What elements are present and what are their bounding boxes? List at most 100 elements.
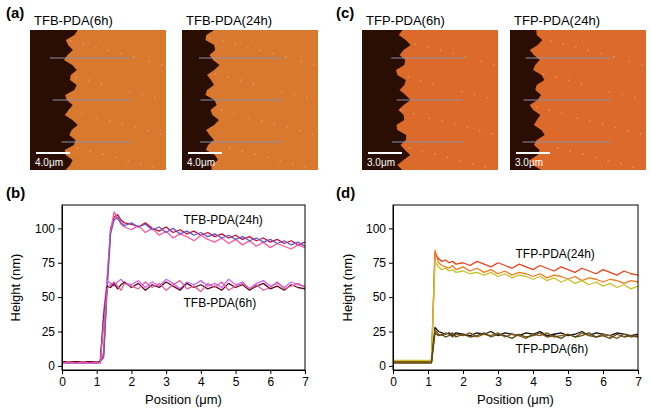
texture bbox=[407, 76, 409, 78]
profile-curve bbox=[393, 253, 638, 362]
y-tick: 0 bbox=[48, 359, 62, 373]
x-tick: 5 bbox=[233, 370, 240, 389]
texture bbox=[89, 150, 91, 152]
texture bbox=[227, 76, 229, 78]
texture bbox=[279, 160, 281, 162]
panel-letter: (a) bbox=[6, 4, 24, 21]
profile-line bbox=[53, 99, 131, 100]
image-title: TFP-PDA(6h) bbox=[366, 13, 445, 28]
profile-line bbox=[523, 141, 611, 142]
x-tick-mark bbox=[305, 370, 306, 374]
scale-bar bbox=[36, 152, 70, 154]
image-title: TFP-PDA(24h) bbox=[514, 13, 600, 28]
x-tick-label: 3 bbox=[495, 375, 502, 389]
x-tick-label: 5 bbox=[233, 375, 240, 389]
profile-curve bbox=[62, 212, 305, 362]
x-axis-line bbox=[63, 370, 306, 371]
y-tick-label: 100 bbox=[366, 222, 386, 236]
profile-curve bbox=[393, 250, 638, 361]
texture bbox=[75, 76, 77, 78]
texture bbox=[562, 43, 564, 45]
texture bbox=[620, 163, 622, 165]
y-tick-mark bbox=[58, 228, 62, 229]
texture bbox=[452, 53, 454, 55]
texture bbox=[272, 53, 274, 55]
y-tick: 50 bbox=[373, 290, 393, 304]
texture bbox=[253, 83, 255, 85]
y-tick: 25 bbox=[373, 325, 393, 339]
texture bbox=[600, 53, 602, 55]
profile-line bbox=[199, 57, 283, 58]
texture bbox=[493, 64, 495, 66]
y-axis: 0255075100 bbox=[35, 206, 63, 374]
y-axis: 0 25 50 75 100 bbox=[366, 206, 394, 374]
x-tick: 2 bbox=[129, 370, 136, 389]
texture bbox=[122, 123, 124, 125]
texture bbox=[148, 61, 150, 63]
y-tick-mark bbox=[389, 228, 393, 229]
y-tick: 100 bbox=[366, 222, 393, 236]
texture bbox=[536, 106, 538, 108]
afm-image bbox=[362, 30, 498, 170]
texture bbox=[247, 46, 249, 48]
y-tick: 75 bbox=[42, 256, 62, 270]
y-tick-mark bbox=[58, 297, 62, 298]
texture bbox=[576, 117, 578, 119]
x-tick-mark bbox=[270, 370, 271, 374]
y-tick-mark bbox=[58, 332, 62, 333]
profile-line bbox=[200, 141, 283, 142]
profile-curve bbox=[393, 333, 638, 363]
texture bbox=[427, 46, 429, 48]
texture bbox=[109, 120, 111, 122]
texture bbox=[409, 147, 411, 149]
y-tick-label: 0 bbox=[379, 359, 386, 373]
texture bbox=[88, 79, 90, 81]
texture bbox=[220, 109, 222, 111]
x-tick: 7 bbox=[302, 370, 309, 389]
y-tick-mark bbox=[58, 263, 62, 264]
texture bbox=[127, 160, 129, 162]
texture bbox=[569, 150, 571, 152]
afm-image bbox=[30, 30, 166, 170]
texture bbox=[433, 83, 435, 85]
texture bbox=[215, 73, 217, 75]
x-tick-label: 6 bbox=[600, 375, 607, 389]
x-tick-label: 1 bbox=[425, 375, 432, 389]
x-tick-label: 1 bbox=[94, 375, 101, 389]
texture bbox=[95, 46, 97, 48]
curve-label: TFB-PDA(6h) bbox=[184, 296, 257, 310]
y-tick: 50 bbox=[42, 290, 62, 304]
x-tick-label: 0 bbox=[390, 375, 397, 389]
texture bbox=[588, 50, 590, 52]
profile-line bbox=[201, 99, 283, 100]
texture bbox=[134, 127, 136, 129]
x-tick: 3 bbox=[163, 370, 170, 389]
y-tick-label: 75 bbox=[42, 256, 56, 270]
x-tick-mark bbox=[428, 370, 429, 374]
y-tick: 0 bbox=[379, 359, 393, 373]
x-tick-label: 2 bbox=[129, 375, 136, 389]
x-tick-label: 4 bbox=[198, 375, 205, 389]
texture bbox=[102, 153, 104, 155]
profile-curve bbox=[393, 327, 638, 361]
texture bbox=[101, 83, 103, 85]
x-tick: 1 bbox=[94, 370, 101, 389]
texture bbox=[281, 90, 283, 92]
profile-line bbox=[526, 57, 611, 58]
profile-curve bbox=[62, 282, 305, 362]
texture bbox=[614, 127, 616, 129]
y-tick-label: 50 bbox=[42, 290, 56, 304]
texture bbox=[267, 157, 269, 159]
y-tick: 75 bbox=[373, 256, 393, 270]
x-tick-mark bbox=[498, 370, 499, 374]
texture bbox=[548, 109, 550, 111]
y-tick: 25 bbox=[42, 325, 62, 339]
profile-line bbox=[397, 99, 463, 100]
x-tick-mark bbox=[568, 370, 569, 374]
texture bbox=[441, 120, 443, 122]
texture bbox=[454, 123, 456, 125]
texture bbox=[141, 94, 143, 96]
plot-frame bbox=[62, 205, 305, 370]
profile-line bbox=[391, 57, 462, 58]
x-tick-mark bbox=[166, 370, 167, 374]
